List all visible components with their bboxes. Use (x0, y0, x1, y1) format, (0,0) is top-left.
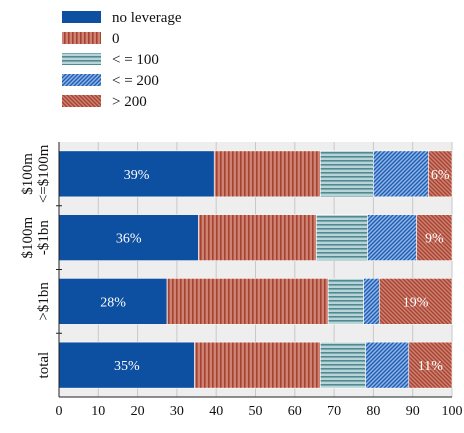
legend-label-0: no leverage (112, 10, 182, 26)
bar-2-0 (58, 278, 168, 325)
bar-1-1 (198, 214, 317, 261)
x-tick-label-1: 10 (91, 404, 105, 419)
bar-2-1 (166, 278, 329, 325)
y-tick-label-3-line-0: total (36, 352, 52, 379)
data-label-0: 39% (124, 168, 150, 183)
bar-0-4 (428, 150, 453, 198)
legend-swatch-0 (62, 11, 101, 23)
y-tick-label-3: total (36, 352, 52, 379)
bar-1-2 (316, 214, 368, 261)
data-label-4: 28% (100, 295, 126, 310)
bar-3-3 (365, 341, 410, 389)
y-tick-label-1-line-1: -$1bn (36, 220, 52, 255)
y-tick-label-1-line-0: $100m (20, 216, 36, 258)
data-label-5: 19% (403, 295, 429, 310)
legend-swatch-3 (62, 74, 101, 86)
x-tick-label-4: 40 (209, 404, 223, 419)
bar-1-3 (367, 214, 417, 261)
data-label-6: 35% (114, 359, 140, 374)
data-label-1: 6% (431, 168, 450, 183)
bar-2-4 (378, 278, 453, 325)
x-tick-label-0: 0 (56, 404, 63, 419)
y-tick-label-2: >$1bn (36, 282, 52, 321)
bar-3-0 (58, 341, 195, 389)
y-tick-label-0: $100m <=$100m (20, 144, 52, 203)
y-tick-label-0-line-1: <=$100m (36, 144, 52, 203)
legend-label-4: > 200 (112, 94, 147, 110)
bar-3-4 (408, 341, 453, 389)
bar-2-3 (363, 278, 380, 325)
legend-swatch-4 (62, 95, 101, 107)
y-tick-label-0-line-0: $100m (20, 153, 36, 195)
x-tick-label-2: 20 (131, 404, 145, 419)
legend-label-3: < = 200 (112, 73, 159, 89)
x-tick-label-7: 70 (327, 404, 341, 419)
legend-swatch-1 (62, 32, 101, 44)
legend-swatch-2 (62, 53, 101, 65)
y-tick-label-1: $100m -$1bn (20, 216, 52, 258)
bar-2-2 (327, 278, 364, 325)
legend-label-1: 0 (112, 31, 120, 47)
bar-0-2 (320, 150, 374, 198)
legend-label-2: < = 100 (112, 52, 159, 68)
x-tick-label-5: 50 (249, 404, 263, 419)
data-label-2: 36% (116, 232, 142, 247)
x-tick-label-8: 80 (366, 404, 380, 419)
bar-3-1 (194, 341, 321, 389)
bar-0-3 (373, 150, 429, 198)
y-tick-label-2-line-0: >$1bn (36, 282, 52, 321)
bar-1-4 (416, 214, 453, 261)
x-tick-label-3: 30 (170, 404, 184, 419)
data-label-3: 9% (425, 232, 444, 247)
x-tick-label-6: 60 (288, 404, 302, 419)
x-tick-label-9: 90 (406, 404, 420, 419)
bar-0-1 (213, 150, 321, 198)
bar-3-2 (320, 341, 366, 389)
data-label-7: 11% (418, 359, 443, 374)
x-tick-label-10: 100 (442, 404, 463, 419)
